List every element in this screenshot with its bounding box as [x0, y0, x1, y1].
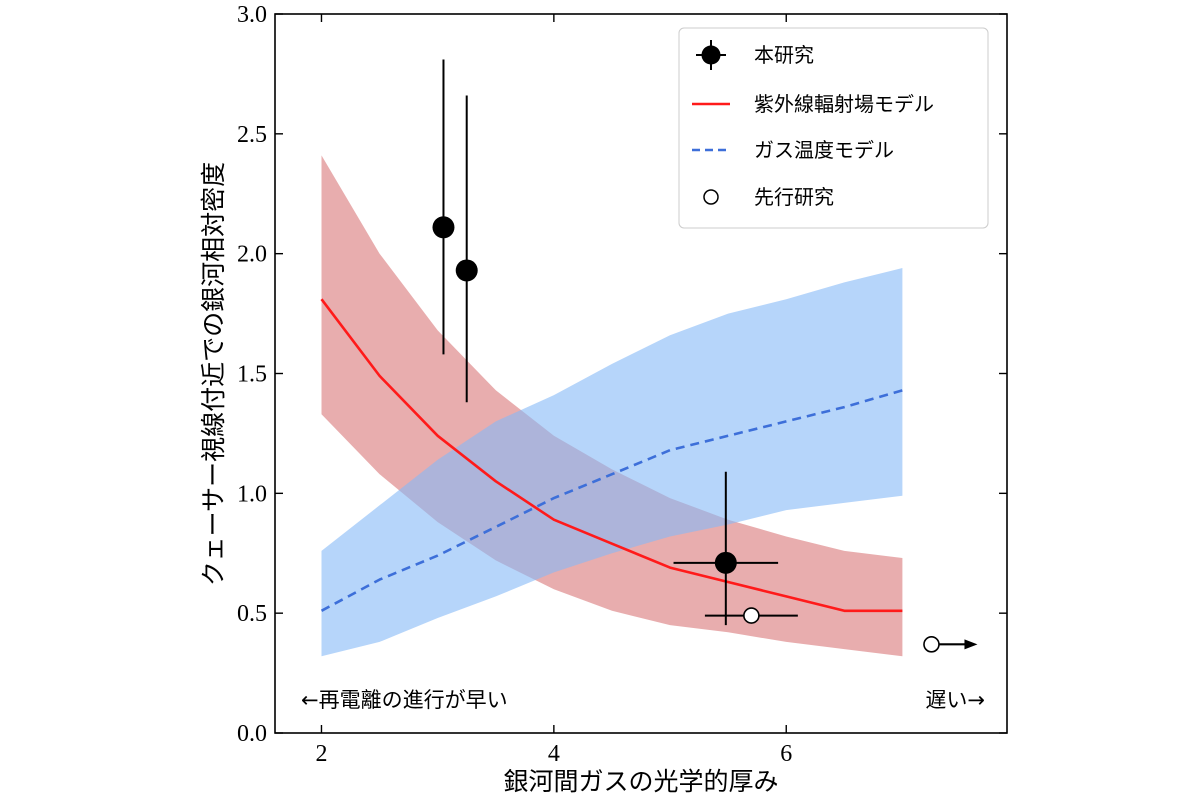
this-study-point-2: [455, 95, 478, 403]
ticks: 2 4 6 0.0 0.5 1.0 1.5 2.0 2.5 3.0: [237, 2, 1007, 767]
line-gas-temp-model: [320, 389, 903, 612]
filled-circle-marker: [432, 216, 455, 239]
open-circle-marker: [923, 636, 940, 653]
y-axis-label: クェーサー視線付近での銀河相対密度: [199, 162, 228, 586]
x-axis-label: 銀河間ガスの光学的厚み: [503, 767, 778, 796]
data-points: [432, 59, 978, 653]
legend-label-gas-temp-model: ガス温度モデル: [754, 138, 894, 162]
legend-item-previous-study: 先行研究: [703, 185, 834, 209]
y-tick-label: 1.5: [237, 362, 267, 388]
open-circle-marker: [743, 607, 760, 624]
x-tick-label: 2: [315, 741, 327, 767]
previous-study-point-1: [704, 607, 798, 624]
y-tick-label: 3.0: [237, 2, 267, 28]
confidence-bands: [321, 155, 903, 657]
x-tick-label: 4: [548, 741, 560, 767]
legend-box: [678, 27, 989, 229]
y-tick-label: 2.5: [237, 122, 267, 148]
lower-limit-arrow-head: [964, 639, 978, 650]
line-uv-model: [320, 298, 903, 613]
annotation-left: ←再電離の進行が早い: [301, 688, 508, 712]
legend-filled-circle-marker: [701, 45, 721, 65]
y-tick-label: 0.0: [237, 721, 267, 747]
legend-item-gas-temp-model: ガス温度モデル: [692, 138, 894, 162]
legend-open-circle-marker: [703, 189, 719, 205]
y-tick-label: 2.0: [237, 242, 267, 268]
legend-label-this-study: 本研究: [754, 43, 814, 67]
legend-label-previous-study: 先行研究: [754, 185, 834, 209]
x-tick-label: 6: [780, 741, 792, 767]
band-gas-temp-model: [321, 268, 903, 657]
legend-label-uv-model: 紫外線輻射場モデル: [754, 92, 934, 116]
filled-circle-marker: [714, 551, 737, 574]
model-lines: [320, 298, 903, 613]
legend: 本研究 紫外線輻射場モデル ガス温度モデル 先行研究: [678, 27, 989, 229]
filled-circle-marker: [455, 259, 478, 282]
legend-item-this-study: 本研究: [696, 40, 814, 70]
annotation-right: 遅い→: [925, 688, 985, 712]
this-study-point-1: [432, 59, 455, 355]
y-tick-label: 0.5: [237, 601, 267, 627]
this-study-point-3: [673, 471, 779, 626]
legend-item-uv-model: 紫外線輻射場モデル: [692, 92, 934, 116]
previous-study-point-2: [923, 636, 978, 653]
y-tick-label: 1.0: [237, 481, 267, 507]
